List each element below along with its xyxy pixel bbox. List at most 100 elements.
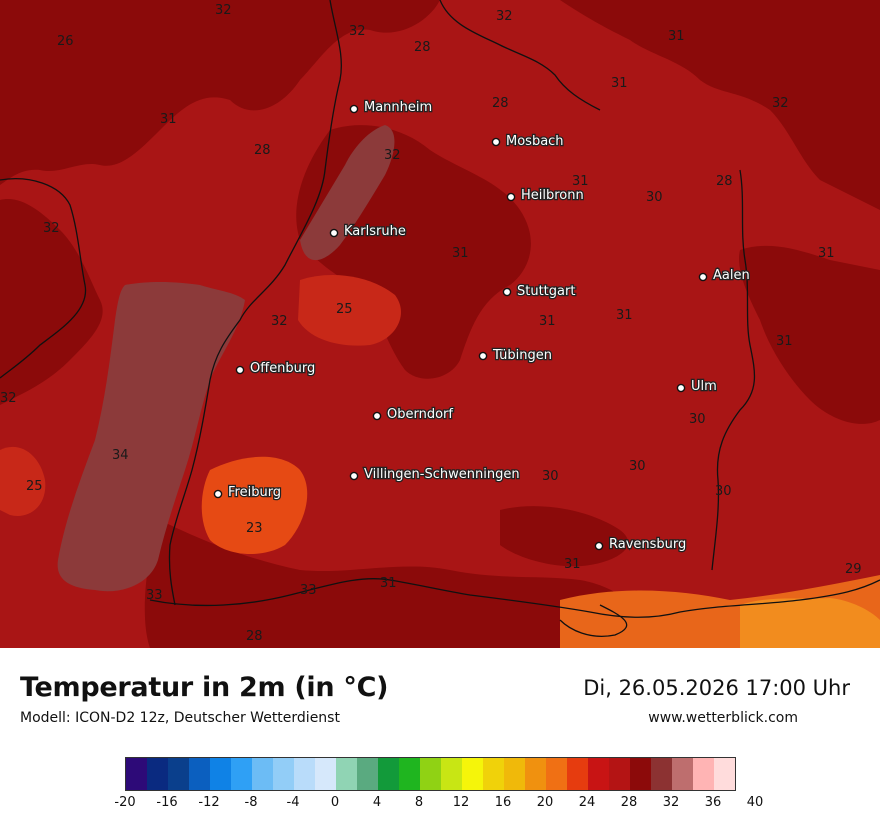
legend-tick-label: -4 — [286, 795, 300, 810]
legend-swatch — [315, 758, 336, 790]
svg-text:Offenburg: Offenburg — [250, 361, 315, 376]
city-heilbronn[interactable]: Heilbronn — [506, 187, 585, 204]
legend-swatch — [210, 758, 231, 790]
value-label: 30 — [689, 412, 706, 427]
temp-zone-32-northeast — [560, 0, 880, 210]
city-ulm[interactable]: Ulm — [676, 378, 718, 395]
value-label: 30 — [629, 459, 646, 474]
svg-text:Oberndorf: Oberndorf — [387, 407, 453, 422]
footer-panel: Temperatur in 2m (in °C) Modell: ICON-D2… — [0, 648, 880, 830]
value-label: 31 — [564, 557, 581, 572]
legend-swatch — [231, 758, 252, 790]
legend-swatch — [441, 758, 462, 790]
svg-text:Ravensburg: Ravensburg — [609, 537, 686, 552]
legend-swatch — [378, 758, 399, 790]
legend-swatch — [609, 758, 630, 790]
value-label: 31 — [818, 246, 835, 261]
model-info: Modell: ICON-D2 12z, Deutscher Wetterdie… — [20, 710, 340, 726]
value-label: 31 — [776, 334, 793, 349]
legend-swatch — [693, 758, 714, 790]
svg-text:Villingen-Schwenningen: Villingen-Schwenningen — [364, 467, 520, 482]
temp-zone-25-west — [0, 446, 46, 516]
state-border-north — [439, 0, 601, 111]
value-labels: 32 32 26 32 28 31 31 28 31 28 32 32 31 3… — [0, 3, 862, 644]
legend-swatch — [252, 758, 273, 790]
bodensee-shore — [559, 604, 628, 637]
value-label: 31 — [160, 112, 177, 127]
forecast-datetime: Di, 26.05.2026 17:00 Uhr — [583, 676, 850, 700]
legend-swatch — [672, 758, 693, 790]
legend-swatch — [126, 758, 147, 790]
legend-tick-label: 28 — [620, 795, 638, 810]
city-offenburg[interactable]: Offenburg — [235, 360, 317, 377]
city-oberndorf[interactable]: Oberndorf — [372, 406, 455, 423]
value-label: 30 — [646, 190, 663, 205]
value-label: 31 — [611, 76, 628, 91]
value-label: 31 — [380, 576, 397, 591]
value-label: 33 — [300, 583, 317, 598]
value-label: 28 — [246, 629, 263, 644]
value-label: 28 — [716, 174, 733, 189]
legend-swatch — [504, 758, 525, 790]
temp-zone-32-north — [0, 0, 440, 185]
value-label: 32 — [384, 148, 401, 163]
value-label: 34 — [112, 448, 129, 463]
city-markers: Mannheim Mosbach Heilbronn Karlsruhe Aal… — [213, 99, 751, 553]
value-label: 31 — [616, 308, 633, 323]
svg-text:Stuttgart: Stuttgart — [517, 284, 575, 299]
temp-zone-32-bodensee — [500, 506, 629, 567]
legend-swatch — [336, 758, 357, 790]
legend-swatch — [462, 758, 483, 790]
value-label: 31 — [668, 29, 685, 44]
value-label: 32 — [496, 9, 513, 24]
city-mannheim[interactable]: Mannheim — [349, 99, 433, 116]
temp-zone-34-rhine — [57, 281, 245, 592]
legend-swatch — [357, 758, 378, 790]
temp-zone-34-north-rhine — [300, 125, 395, 261]
legend-swatch — [168, 758, 189, 790]
legend-tick-label: 36 — [704, 795, 722, 810]
value-label: 26 — [57, 34, 74, 49]
value-label: 28 — [414, 40, 431, 55]
value-label: 25 — [26, 479, 43, 494]
legend-tick-label: -8 — [244, 795, 258, 810]
svg-text:Karlsruhe: Karlsruhe — [344, 224, 406, 239]
legend-swatch — [399, 758, 420, 790]
legend-tick-label: 4 — [372, 795, 382, 810]
value-label: 33 — [146, 588, 163, 603]
legend-tick-label: 0 — [330, 795, 340, 810]
temp-zone-alps-cool — [740, 598, 880, 648]
legend-swatch — [567, 758, 588, 790]
legend-tick-label: 32 — [662, 795, 680, 810]
city-karlsruhe[interactable]: Karlsruhe — [329, 223, 407, 240]
legend-swatch — [483, 758, 504, 790]
svg-text:Freiburg: Freiburg — [228, 485, 281, 500]
city-ravensburg[interactable]: Ravensburg — [594, 536, 688, 553]
legend-swatch — [420, 758, 441, 790]
city-mosbach[interactable]: Mosbach — [491, 133, 565, 150]
value-label: 30 — [715, 484, 732, 499]
value-label: 32 — [0, 391, 17, 406]
svg-text:Mannheim: Mannheim — [364, 100, 432, 115]
city-villingen-schwenningen[interactable]: Villingen-Schwenningen — [349, 466, 521, 483]
city-stuttgart[interactable]: Stuttgart — [502, 283, 577, 300]
value-label: 32 — [43, 221, 60, 236]
temp-zone-23-south — [201, 456, 308, 555]
city-aalen[interactable]: Aalen — [698, 267, 751, 284]
legend-swatch — [546, 758, 567, 790]
legend-tick-label: 40 — [746, 795, 764, 810]
city-freiburg[interactable]: Freiburg — [213, 484, 282, 501]
value-label: 31 — [572, 174, 589, 189]
legend-swatch — [588, 758, 609, 790]
value-label: 25 — [336, 302, 353, 317]
website-link[interactable]: www.wetterblick.com — [648, 710, 798, 726]
legend-tick-label: -16 — [156, 795, 178, 810]
legend-swatch — [189, 758, 210, 790]
map-canvas: 32 32 26 32 28 31 31 28 31 28 32 32 31 3… — [0, 0, 880, 648]
city-tuebingen[interactable]: Tübingen — [478, 347, 553, 364]
value-label: 31 — [539, 314, 556, 329]
country-border-rhine — [168, 0, 343, 606]
svg-text:Tübingen: Tübingen — [492, 348, 552, 363]
value-label: 32 — [215, 3, 232, 18]
map-title: Temperatur in 2m (in °C) — [20, 672, 389, 703]
